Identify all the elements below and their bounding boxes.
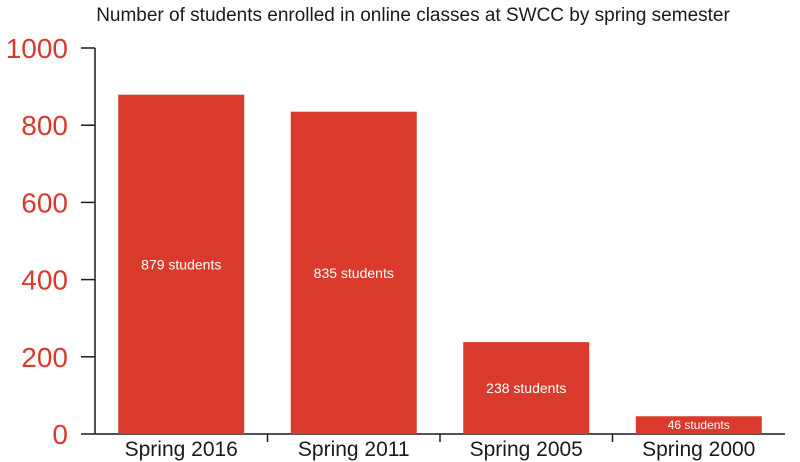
bars: 879 students 835 students 238 students 46 s… <box>118 94 762 435</box>
y-tick-label: 0 <box>52 419 68 450</box>
y-tick-label: 400 <box>21 265 68 296</box>
y-tick-label: 600 <box>21 187 68 218</box>
x-tick-label: Spring 2016 <box>125 438 238 461</box>
y-tick-label: 200 <box>21 342 68 373</box>
bar-data-label: 46 students <box>668 418 730 432</box>
x-tick-label: Spring 2000 <box>642 438 755 461</box>
bar-data-label: 238 students <box>486 380 566 396</box>
bar <box>290 111 417 434</box>
y-tick-label: 800 <box>21 110 68 141</box>
bar-data-label: 879 students <box>141 256 221 272</box>
x-tick-label: Spring 2011 <box>298 438 410 461</box>
bar <box>118 94 245 435</box>
bar-data-label: 835 students <box>314 265 394 281</box>
bar <box>635 416 762 434</box>
y-axis: 0 200 400 600 800 1000 <box>6 33 96 450</box>
x-tick-label: Spring 2005 <box>470 438 583 461</box>
x-axis: Spring 2016 Spring 2011 Spring 2005 Spring … <box>95 433 785 461</box>
chart-title: Number of students enrolled in online cl… <box>96 5 730 26</box>
bar <box>463 342 590 434</box>
y-tick-label: 1000 <box>6 33 68 64</box>
